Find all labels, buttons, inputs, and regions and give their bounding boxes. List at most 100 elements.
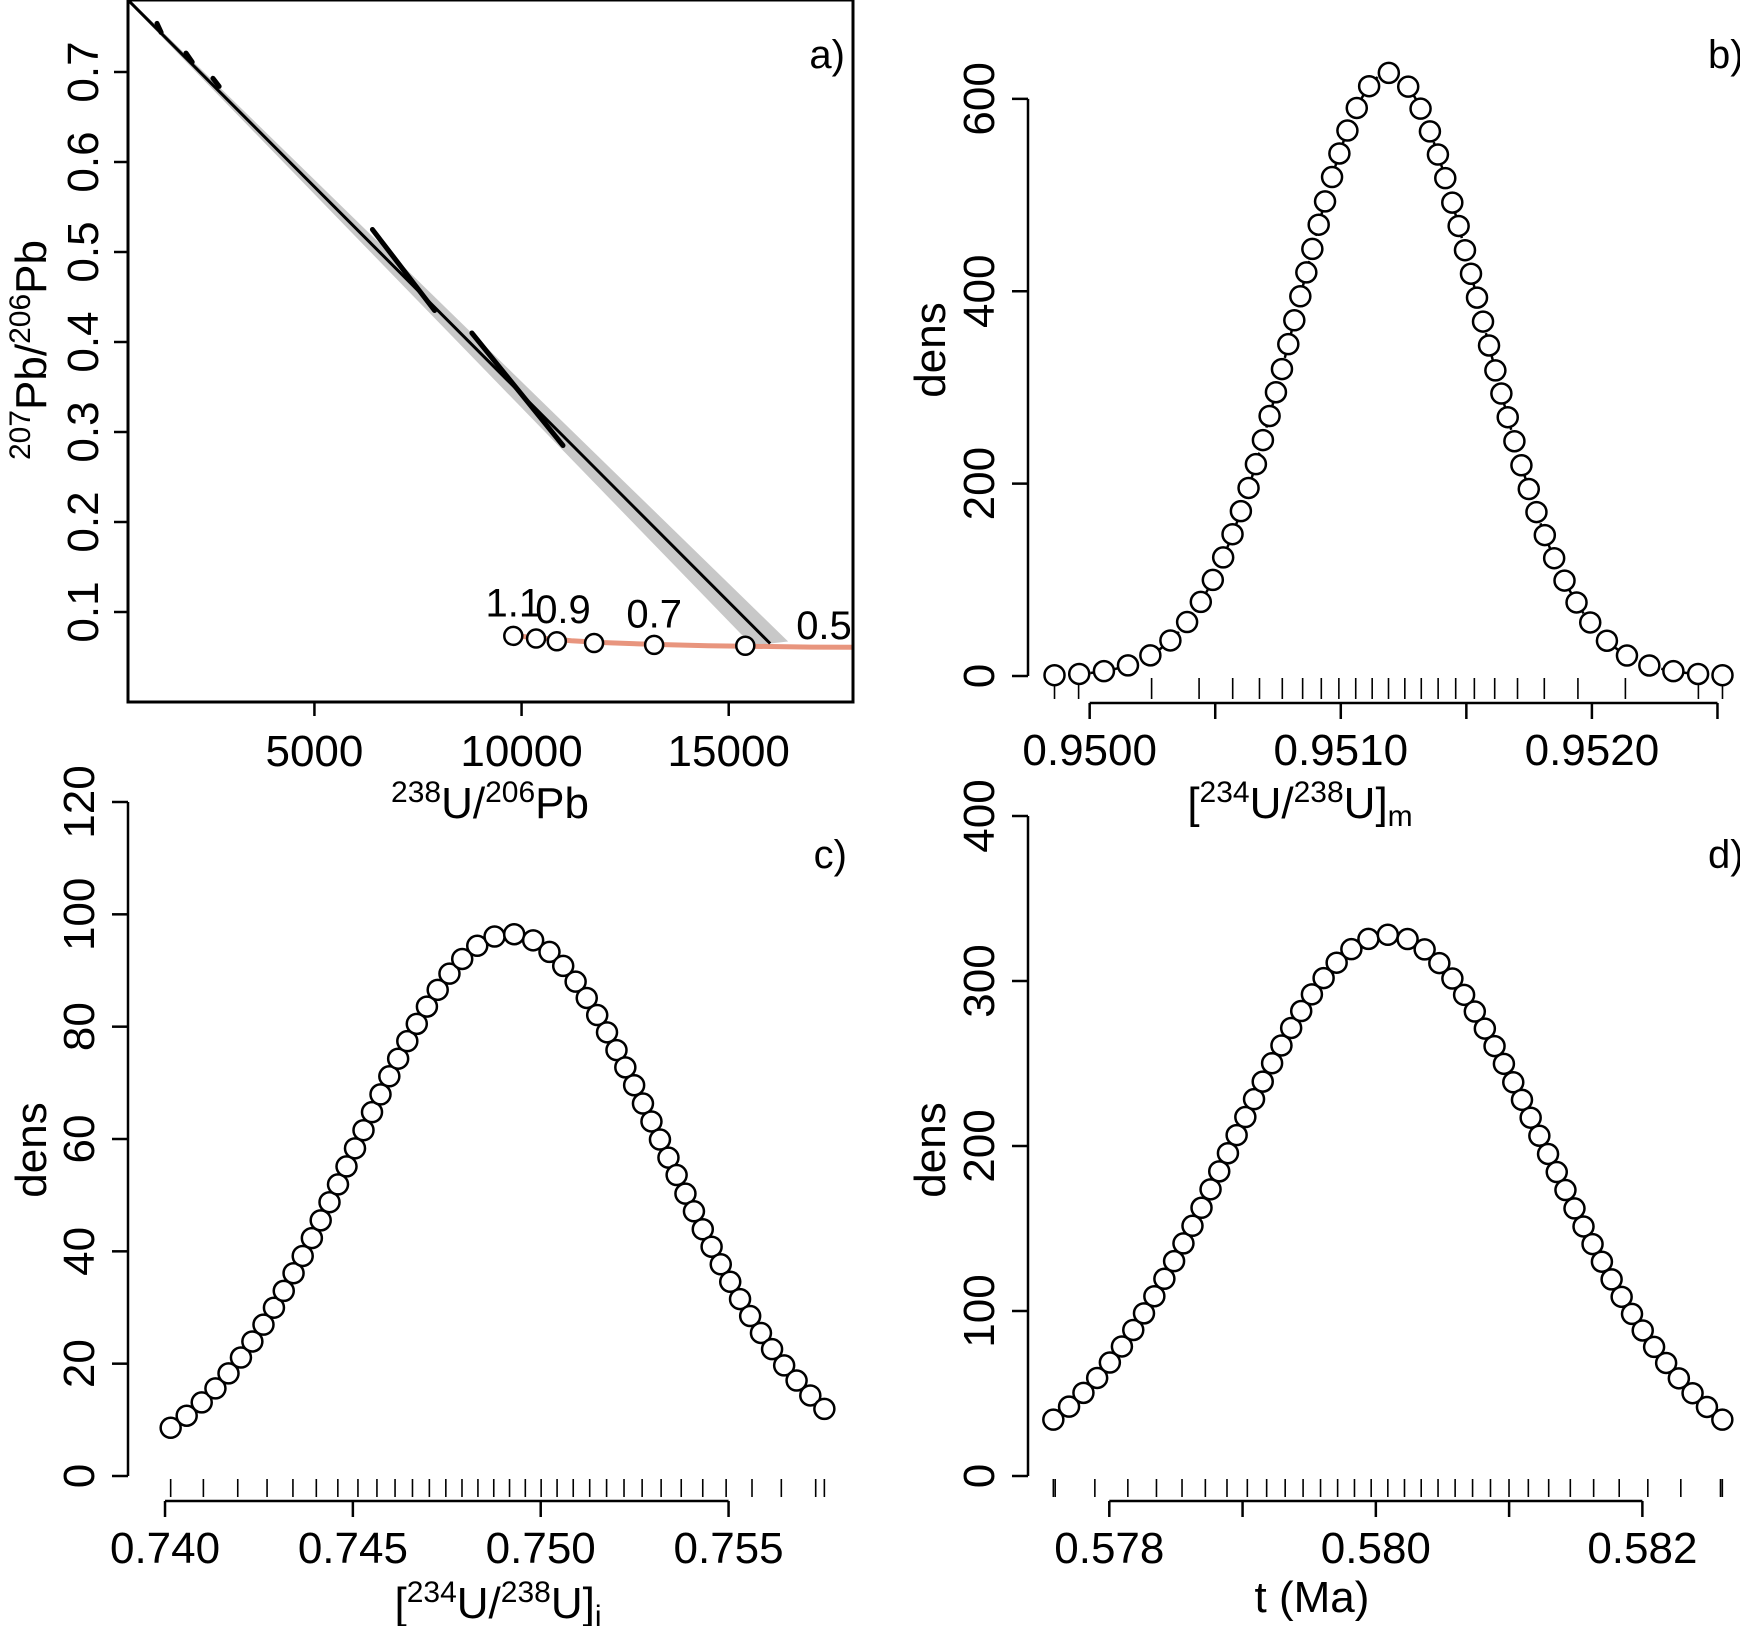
density-point xyxy=(564,970,587,993)
density-point xyxy=(585,1003,609,1027)
density-point xyxy=(1553,569,1576,592)
concordia-age-marker xyxy=(525,628,547,649)
density-point xyxy=(217,1362,240,1385)
y-tick-label: 0.3 xyxy=(59,401,108,462)
density-point xyxy=(1201,568,1225,592)
density-point xyxy=(1190,1196,1213,1220)
density-point xyxy=(1270,357,1294,381)
y-tick-label: 300 xyxy=(955,944,1004,1017)
density-point xyxy=(1642,1335,1666,1359)
x-tick-label: 0.580 xyxy=(1321,1524,1431,1573)
panel-d-density-plot: 0 100 200 300 400 0.578 0.580 0.582 d) t (Ma) d… xyxy=(906,779,1740,1622)
density-point xyxy=(1270,1034,1293,1057)
x-tick-label: 0.755 xyxy=(674,1524,784,1573)
panel-c-axes: 0 20 40 60 80 100 120 0.740 0.745 0.750 0.755 xyxy=(55,765,784,1573)
density-point xyxy=(1251,428,1275,452)
density-point xyxy=(674,1182,697,1205)
density-point xyxy=(1221,522,1244,546)
density-point xyxy=(1463,1000,1487,1023)
y-tick-label: 60 xyxy=(55,1115,104,1164)
density-point xyxy=(1542,546,1566,570)
density-point xyxy=(204,1377,227,1400)
density-point xyxy=(1396,927,1419,951)
concordia-age-label: 1.1 xyxy=(485,582,541,626)
density-point xyxy=(749,1321,773,1345)
density-point xyxy=(1662,659,1685,683)
error-ellipse-2 xyxy=(183,50,195,65)
density-point xyxy=(405,1012,429,1036)
x-tick-label: 0.582 xyxy=(1587,1524,1697,1573)
y-tick-label: 0 xyxy=(955,664,1004,688)
density-point xyxy=(229,1346,253,1369)
density-point xyxy=(1264,380,1288,404)
density-point xyxy=(551,954,575,978)
density-point xyxy=(1631,1319,1654,1342)
density-point xyxy=(1465,286,1489,309)
density-point xyxy=(772,1354,796,1377)
density-point xyxy=(1554,1178,1577,1202)
density-point xyxy=(1441,191,1464,214)
panel-c-y-axis-title: dens xyxy=(7,1102,56,1197)
density-point xyxy=(1572,1215,1595,1238)
density-point xyxy=(1510,454,1533,477)
density-point xyxy=(1496,405,1519,429)
density-point xyxy=(483,925,506,948)
density-point xyxy=(1376,923,1400,947)
density-point xyxy=(1172,1232,1195,1255)
density-point xyxy=(291,1244,314,1268)
density-point xyxy=(1242,1087,1266,1111)
density-point xyxy=(175,1404,198,1427)
panel-b-label: b) xyxy=(1708,33,1740,77)
error-ellipse-1 xyxy=(154,20,164,35)
density-point xyxy=(1413,938,1436,961)
density-point xyxy=(1085,1366,1109,1390)
concordia-age-marker xyxy=(643,634,665,656)
panel-d-x-axis-title: t (Ma) xyxy=(1255,1573,1370,1622)
density-point xyxy=(438,962,461,985)
density-point xyxy=(318,1190,341,1214)
error-ellipse-5 xyxy=(469,330,566,448)
density-point xyxy=(326,1173,350,1196)
density-point xyxy=(1181,1214,1204,1238)
density-point xyxy=(1452,983,1476,1007)
density-point xyxy=(682,1200,706,1223)
density-point xyxy=(1502,1071,1525,1094)
density-point xyxy=(300,1226,324,1250)
density-point xyxy=(309,1209,332,1232)
y-tick-label: 20 xyxy=(55,1339,104,1388)
panel-c-x-axis-title: [234U/238U]i xyxy=(394,1576,601,1626)
panel-d-plot-area xyxy=(1042,923,1734,1497)
density-point xyxy=(343,1137,367,1160)
density-point xyxy=(415,995,439,1018)
density-point xyxy=(1695,1395,1719,1419)
density-point xyxy=(1654,1351,1678,1375)
density-curve xyxy=(169,932,826,1429)
x-tick-label: 15000 xyxy=(668,727,790,776)
density-point xyxy=(1098,1351,1122,1374)
density-point xyxy=(1377,61,1401,85)
density-point xyxy=(1300,983,1324,1006)
panel-c-plot-area xyxy=(159,922,836,1497)
density-point xyxy=(335,1155,358,1178)
concordia-age-marker xyxy=(503,625,524,647)
concordia-age-marker xyxy=(583,632,605,654)
x-tick-label: 0.578 xyxy=(1054,1524,1164,1573)
density-point xyxy=(465,934,489,958)
density-point xyxy=(1711,1408,1734,1431)
density-point xyxy=(190,1391,213,1414)
density-point xyxy=(1525,500,1548,524)
density-point xyxy=(1216,1141,1240,1165)
density-point xyxy=(1189,590,1213,614)
density-point xyxy=(799,1384,822,1407)
y-tick-label: 0.1 xyxy=(59,581,108,642)
y-tick-label: 0.4 xyxy=(59,311,108,372)
density-point xyxy=(665,1163,688,1187)
density-point xyxy=(282,1261,305,1285)
density-point xyxy=(1517,477,1541,501)
density-point xyxy=(1563,1197,1586,1220)
y-tick-label: 40 xyxy=(55,1227,104,1276)
concordia-age-marker xyxy=(546,631,568,652)
y-tick-label: 200 xyxy=(955,1109,1004,1182)
density-point xyxy=(1225,1123,1248,1147)
